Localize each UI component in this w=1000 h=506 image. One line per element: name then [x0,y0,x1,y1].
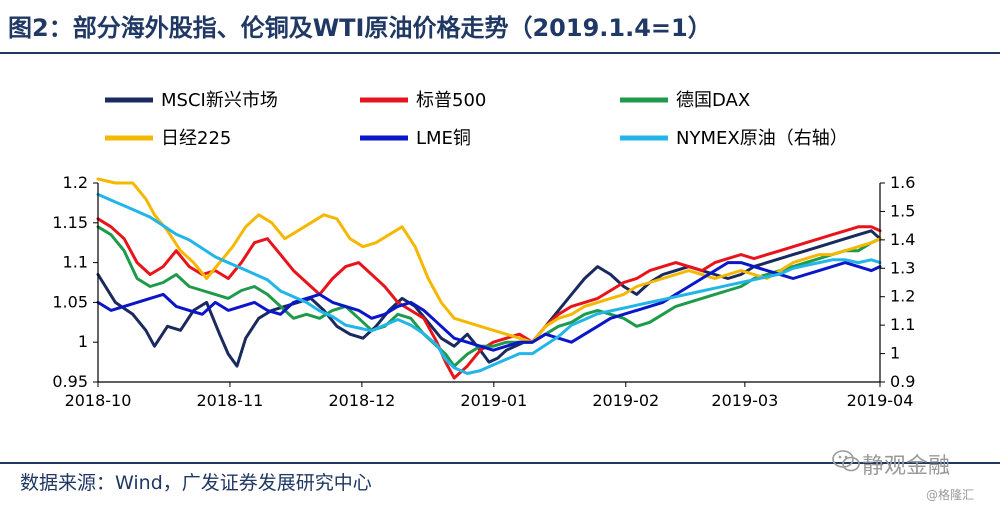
right-tick-label: 1.3 [890,258,915,277]
wechat-icon [832,450,860,472]
left-tick-label: 1.15 [52,213,88,232]
left-tick-label: 0.95 [52,372,88,391]
series-line-5 [96,261,882,352]
right-tick-label: 1.2 [890,287,915,306]
footer-divider [0,462,1000,464]
line-chart: MSCI新兴市场 标普500 德国DAX 日经225 LME铜 NYMEX原油（右轴） 0… [52,90,915,410]
x-tick-label: 2019-02 [592,391,659,410]
series-line-3 [96,225,882,368]
legend-label: 标普500 [416,90,486,111]
legend-label: 德国DAX [676,90,750,111]
x-tick-label: 2018-12 [328,391,395,410]
left-tick-label: 1.05 [52,292,88,311]
right-tick-label: 1.4 [890,230,915,249]
x-tick-label: 2018-10 [65,391,132,410]
watermark-name: 静观金融 [862,454,951,479]
watermark-sub: @格隆汇 [926,488,975,502]
series-line-1 [96,229,882,368]
x-tick-label: 2019-03 [711,391,778,410]
legend-label: 日经225 [161,128,231,149]
x-tick-label: 2019-04 [847,391,914,410]
plot-area [96,177,882,380]
series-line-6 [96,192,882,375]
series-line-2 [96,217,882,380]
legend-label: NYMEX原油（右轴） [676,128,848,149]
right-tick-label: 1.1 [890,315,915,334]
source-note: 数据来源：Wind，广发证券发展研究中心 [20,472,372,494]
right-tick-label: 1 [890,344,900,363]
title-divider [0,52,1000,54]
legend-label: MSCI新兴市场 [161,90,278,111]
right-tick-label: 1.5 [890,201,915,220]
left-tick-label: 1 [78,332,88,351]
right-tick-label: 0.9 [890,372,915,391]
series-line-4 [96,177,882,344]
x-tick-label: 2019-01 [460,391,527,410]
left-tick-label: 1.2 [63,173,88,192]
page-title: 图2：部分海外股指、伦铜及WTI原油价格走势（2019.1.4=1） [8,14,712,42]
left-tick-label: 1.1 [63,253,88,272]
legend-label: LME铜 [416,128,471,149]
x-tick-label: 2018-11 [197,391,264,410]
chart-legend: MSCI新兴市场 标普500 德国DAX 日经225 LME铜 NYMEX原油（右轴） [105,90,848,149]
chart-axes: 0.95 1 1.05 1.1 1.15 1.2 0.9 1 1.1 1.2 1.3 1.4 1.5 1.… [52,173,915,410]
right-tick-label: 1.6 [890,173,915,192]
